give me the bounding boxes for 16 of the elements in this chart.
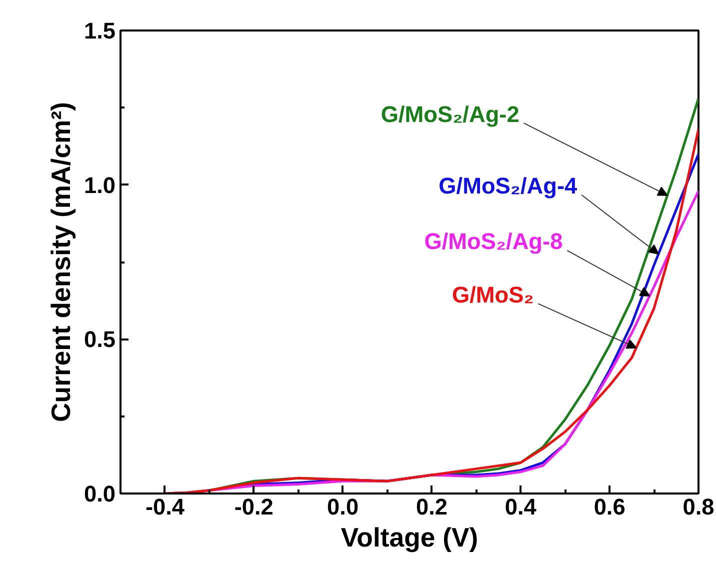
text: G/MoS₂ <box>452 281 534 308</box>
y-tick-label: 1.0 <box>84 172 116 198</box>
text: G/MoS₂/Ag-4 <box>438 172 578 199</box>
y-tick-label: 1.5 <box>84 18 116 44</box>
x-axis-title: Voltage (V) <box>340 522 478 552</box>
x-tick-label: 0.2 <box>416 494 448 520</box>
x-tick-label: 0.6 <box>594 494 626 520</box>
y-tick-label: 0.5 <box>84 326 116 352</box>
y-axis-title: Current density (mA/cm²) <box>46 102 76 422</box>
text: G/MoS₂/Ag-8 <box>424 228 563 254</box>
x-tick-label: 0.4 <box>504 494 537 520</box>
x-tick-label: -0.2 <box>234 494 274 520</box>
x-tick-label: 0.0 <box>327 494 359 520</box>
x-tick-label: 0.8 <box>682 494 714 520</box>
x-tick-label: -0.4 <box>145 494 185 520</box>
text: G/MoS₂/Ag-2 <box>380 100 520 127</box>
